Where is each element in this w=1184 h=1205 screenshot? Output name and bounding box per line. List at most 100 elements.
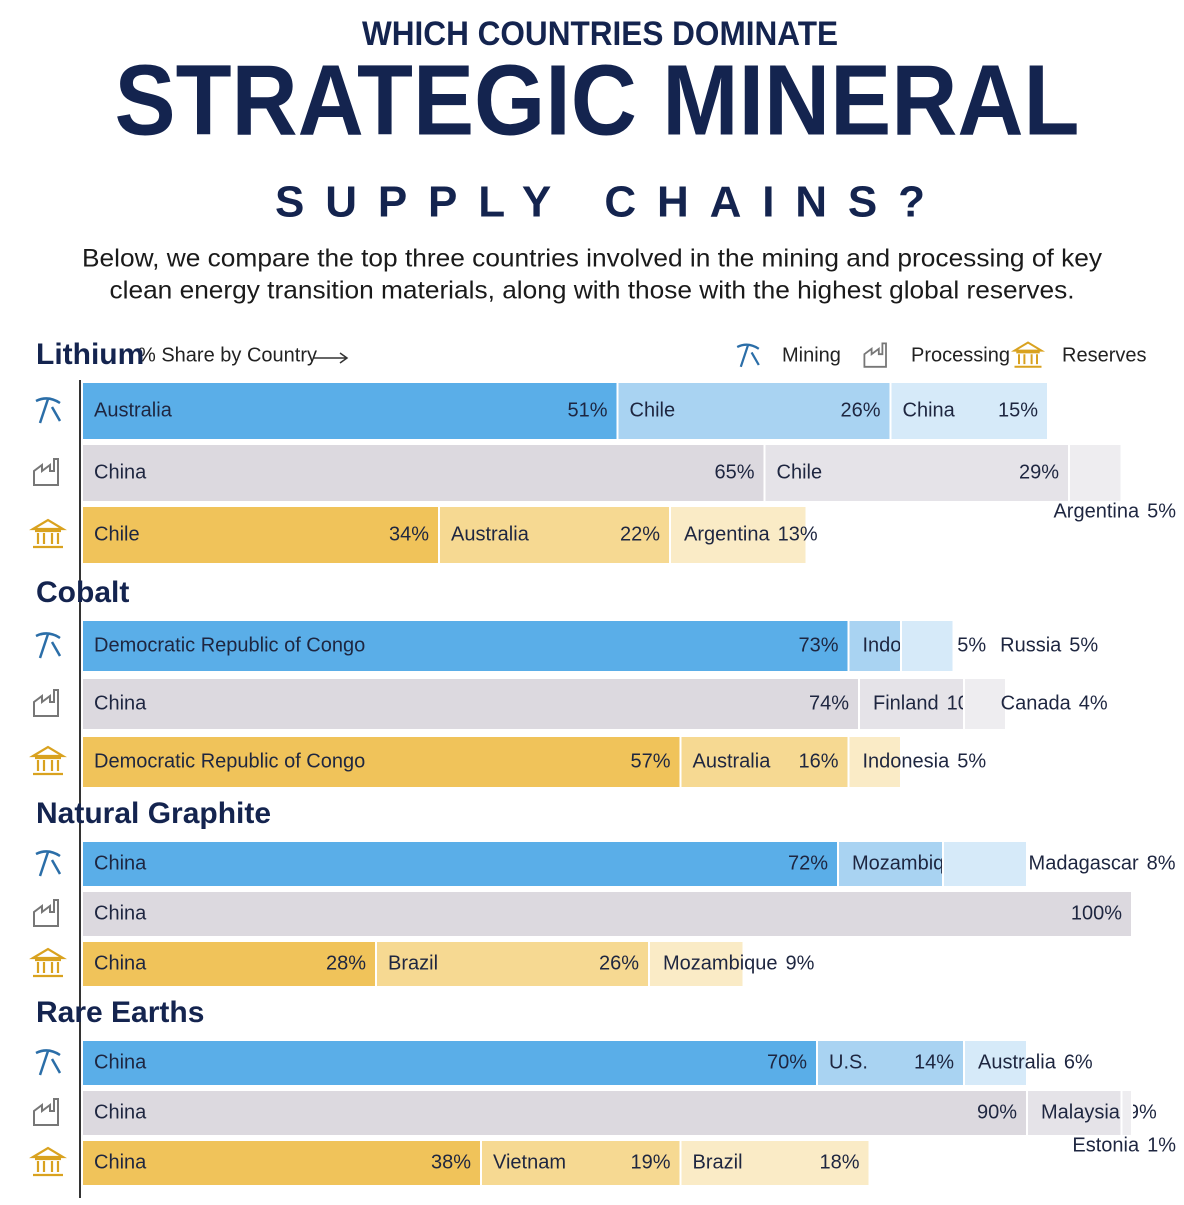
- country-label: Democratic Republic of Congo: [94, 634, 365, 656]
- country-label: Russia: [1000, 634, 1062, 656]
- value-label: 14%: [914, 1051, 954, 1073]
- country-label: China: [94, 461, 147, 483]
- bar-segment: [837, 840, 944, 888]
- chart-title: STRATEGIC MINERAL: [115, 44, 1080, 156]
- stage-icon: [33, 458, 59, 486]
- legend-label: Mining: [782, 344, 841, 366]
- country-label: U.S.: [829, 1051, 868, 1073]
- bar-segment: [1068, 443, 1123, 503]
- bar-segment: [679, 735, 850, 789]
- bar-segment: [438, 505, 671, 565]
- stage-icon: [35, 397, 62, 424]
- country-label: Vietnam: [493, 1151, 566, 1173]
- icon-shape: [33, 899, 59, 927]
- country-label: China: [94, 1051, 147, 1073]
- value-label: 38%: [431, 1151, 471, 1173]
- icon-shape: [33, 458, 59, 486]
- bar-segment: [942, 840, 1028, 888]
- group-title: Lithium: [36, 338, 144, 371]
- group-title: Natural Graphite: [36, 797, 271, 830]
- stage-icon: [736, 343, 760, 368]
- stage-icon: [35, 632, 62, 659]
- bar-segment: [963, 1039, 1028, 1087]
- bar-segment: [480, 1139, 682, 1187]
- bar-segment: [648, 940, 745, 988]
- value-label: 65%: [714, 461, 754, 483]
- country-label: Finland: [873, 692, 939, 714]
- value-label: 70%: [767, 1051, 807, 1073]
- value-label: 9%: [1128, 1101, 1157, 1123]
- country-label: Australia: [978, 1051, 1057, 1073]
- stage-icon: [29, 1146, 67, 1177]
- bar-segment: [847, 735, 902, 789]
- country-label: Malaysia: [1041, 1101, 1121, 1123]
- stage-icon: [863, 342, 887, 368]
- value-label: 6%: [1064, 1051, 1093, 1073]
- value-label: 26%: [599, 952, 639, 974]
- value-label: 29%: [1019, 461, 1059, 483]
- bar-segment: [963, 677, 1007, 731]
- country-label: Australia: [693, 750, 772, 772]
- value-label: 5%: [1147, 500, 1176, 522]
- bar-segment: [81, 677, 860, 731]
- bar-segment: [81, 381, 619, 441]
- country-label: Indonesia: [863, 750, 951, 772]
- bar-segment: [900, 619, 955, 673]
- value-label: 100%: [1071, 902, 1122, 924]
- stage-icon: [29, 745, 67, 776]
- icon-shape: [29, 1146, 67, 1177]
- country-label: China: [94, 902, 147, 924]
- value-label: 1%: [1147, 1134, 1176, 1156]
- stage-icon: [29, 947, 67, 978]
- stage-icon: [35, 850, 62, 877]
- icon-shape: [863, 342, 887, 368]
- value-label: 13%: [778, 523, 818, 545]
- bar-segment: [81, 735, 682, 789]
- legend-label: Processing: [911, 344, 1010, 366]
- country-label: Canada: [1001, 692, 1072, 714]
- country-label: Brazil: [388, 952, 438, 974]
- legend-label: Reserves: [1062, 344, 1146, 366]
- country-label: Argentina: [684, 523, 770, 545]
- stage-icon: [33, 689, 59, 717]
- country-label: China: [94, 1151, 147, 1173]
- value-label: 51%: [567, 399, 607, 421]
- country-label: China: [94, 852, 147, 874]
- stage-icon: [29, 518, 67, 549]
- arrow: [314, 352, 349, 364]
- axis-note: % Share by Country: [138, 344, 317, 366]
- country-label: Mozambique: [852, 852, 967, 874]
- value-label: 15%: [998, 399, 1038, 421]
- bar-segment: [616, 381, 892, 441]
- description: Below, we compare the top three countrie…: [82, 245, 1103, 273]
- icon-shape: [33, 1098, 59, 1126]
- bar-segment: [1026, 1089, 1123, 1137]
- country-label: Chile: [94, 523, 140, 545]
- icon-shape: [29, 947, 67, 978]
- stage-icon: [1010, 341, 1046, 368]
- value-label: 16%: [798, 750, 838, 772]
- icon-shape: [29, 745, 67, 776]
- value-label: 74%: [809, 692, 849, 714]
- bar-segment: [679, 1139, 871, 1187]
- icon-shape: [35, 632, 62, 659]
- value-label: 4%: [1079, 692, 1108, 714]
- country-label: Chile: [777, 461, 823, 483]
- country-label: Mozambique: [663, 952, 778, 974]
- country-label: Argentina: [1053, 500, 1139, 522]
- value-label: 8%: [1147, 852, 1176, 874]
- stage-icon: [33, 899, 59, 927]
- country-label: China: [903, 399, 956, 421]
- value-label: 34%: [389, 523, 429, 545]
- bar-segment: [1120, 1089, 1133, 1137]
- value-label: 22%: [620, 523, 660, 545]
- bar-segment: [669, 505, 808, 565]
- bar-segment: [81, 443, 766, 503]
- bar-segment: [816, 1039, 965, 1087]
- value-label: 28%: [326, 952, 366, 974]
- group-title: Cobalt: [36, 576, 129, 609]
- value-label: 18%: [819, 1151, 859, 1173]
- icon-shape: [35, 850, 62, 877]
- country-label: Democratic Republic of Congo: [94, 750, 365, 772]
